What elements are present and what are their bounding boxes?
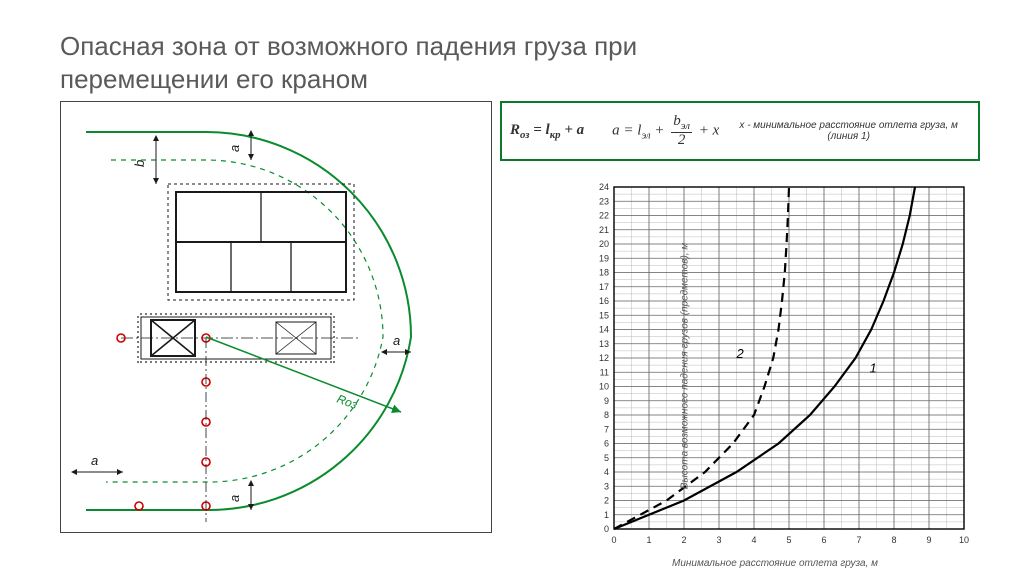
svg-text:2: 2 (681, 535, 686, 545)
svg-text:2: 2 (736, 346, 745, 361)
svg-text:22: 22 (599, 211, 609, 221)
plan-diagram: Rозaaaab (60, 101, 492, 533)
chart-container: Высота возможного падения грузов (предме… (580, 181, 970, 551)
svg-text:8: 8 (891, 535, 896, 545)
svg-text:6: 6 (821, 535, 826, 545)
svg-text:17: 17 (599, 282, 609, 292)
svg-text:19: 19 (599, 253, 609, 263)
chart-y-axis-label: Высота возможного падения грузов (предме… (680, 243, 691, 489)
svg-text:15: 15 (599, 310, 609, 320)
svg-text:2: 2 (604, 496, 609, 506)
formula-box: Rоз = lкр + a a = lэл + bэл2 + x x - мин… (500, 101, 980, 161)
svg-text:10: 10 (959, 535, 969, 545)
svg-text:8: 8 (604, 410, 609, 420)
svg-text:6: 6 (604, 439, 609, 449)
svg-text:21: 21 (599, 225, 609, 235)
svg-text:10: 10 (599, 382, 609, 392)
svg-text:23: 23 (599, 196, 609, 206)
svg-text:4: 4 (751, 535, 756, 545)
page-title: Опасная зона от возможного падения груза… (60, 30, 700, 95)
svg-text:11: 11 (600, 367, 609, 377)
svg-text:1: 1 (870, 360, 877, 375)
svg-text:18: 18 (599, 268, 609, 278)
svg-text:9: 9 (604, 396, 609, 406)
svg-text:1: 1 (604, 510, 609, 520)
svg-text:12: 12 (599, 353, 609, 363)
svg-text:13: 13 (599, 339, 609, 349)
svg-text:a: a (91, 453, 98, 468)
svg-text:5: 5 (604, 453, 609, 463)
svg-text:5: 5 (786, 535, 791, 545)
svg-text:0: 0 (604, 524, 609, 534)
svg-text:7: 7 (856, 535, 861, 545)
formula-note: x - минимальное расстояние отлета груза,… (719, 120, 970, 143)
svg-text:a: a (227, 145, 242, 152)
formula-a: a = lэл + bэл2 + x (612, 114, 719, 148)
svg-text:a: a (393, 333, 400, 348)
chart-x-axis-label: Минимальное расстояние отлета груза, м (672, 558, 878, 569)
svg-text:0: 0 (611, 535, 616, 545)
svg-text:20: 20 (599, 239, 609, 249)
svg-text:24: 24 (599, 182, 609, 192)
svg-text:9: 9 (926, 535, 931, 545)
svg-text:3: 3 (716, 535, 721, 545)
content-area: Rозaaaab Rоз = lкр + a a = lэл + bэл2 + … (60, 101, 984, 561)
svg-text:4: 4 (604, 467, 609, 477)
svg-text:14: 14 (599, 325, 609, 335)
svg-text:3: 3 (604, 481, 609, 491)
svg-text:b: b (132, 160, 147, 167)
svg-text:1: 1 (646, 535, 651, 545)
svg-text:a: a (227, 495, 242, 502)
formula-roz: Rоз = lкр + a (510, 122, 584, 141)
svg-text:16: 16 (599, 296, 609, 306)
svg-text:7: 7 (604, 424, 609, 434)
